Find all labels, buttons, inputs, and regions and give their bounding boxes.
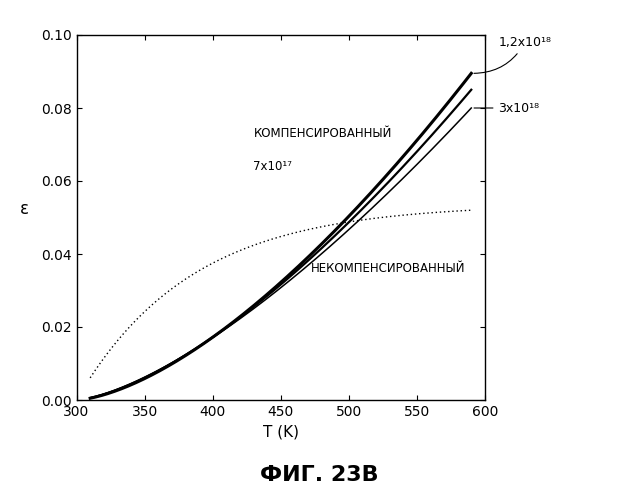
X-axis label: T (K): T (K) (263, 424, 299, 440)
Text: 7x10¹⁷: 7x10¹⁷ (253, 160, 292, 173)
Y-axis label: ε: ε (20, 200, 29, 218)
Text: 3x10¹⁸: 3x10¹⁸ (474, 102, 540, 114)
Text: ФИГ. 23В: ФИГ. 23В (260, 465, 378, 485)
Text: 1,2x10¹⁸: 1,2x10¹⁸ (474, 36, 551, 74)
Text: НЕКОМПЕНСИРОВАННЫЙ: НЕКОМПЕНСИРОВАННЫЙ (311, 262, 465, 275)
Text: КОМПЕНСИРОВАННЫЙ: КОМПЕНСИРОВАННЫЙ (253, 127, 392, 140)
